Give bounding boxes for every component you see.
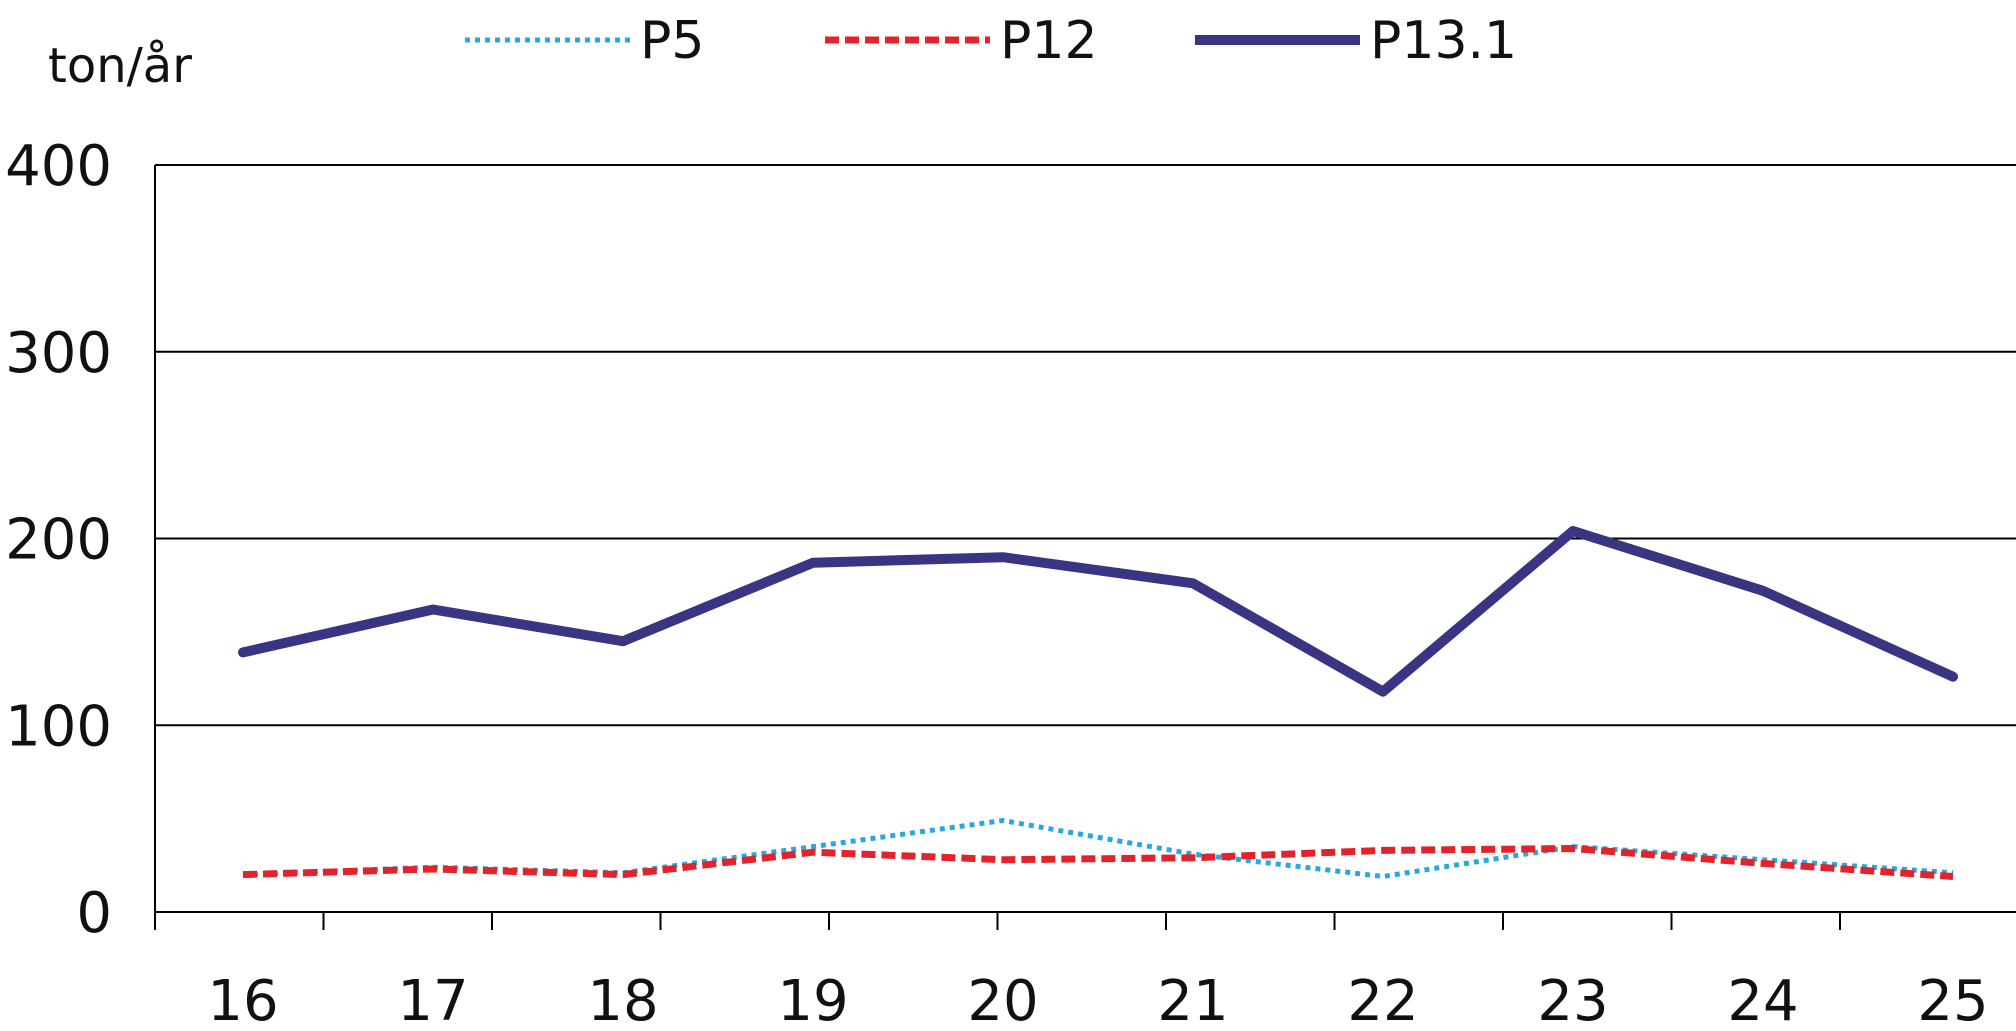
x-tick-labels: 16 17 18 19 20 21 22 23 24 25 — [207, 969, 1988, 1031]
x-tick-label: 17 — [397, 969, 468, 1031]
gridlines — [155, 164, 2016, 727]
x-tick-label: 19 — [777, 969, 848, 1031]
y-tick-label: 0 — [76, 881, 112, 946]
x-tick-label: 24 — [1727, 969, 1798, 1031]
x-tick-label: 23 — [1537, 969, 1608, 1031]
x-tick-label: 20 — [967, 969, 1038, 1031]
y-tick-label: 400 — [5, 134, 112, 199]
x-tick-label: 25 — [1917, 969, 1988, 1031]
legend: P5 P12 P13.1 — [465, 11, 1517, 71]
y-tick-label: 200 — [5, 508, 112, 573]
y-tick-label: 100 — [5, 694, 112, 759]
legend-label: P12 — [1000, 11, 1098, 71]
series-line-p12 — [242, 845, 1954, 880]
series-line-p5 — [242, 818, 1954, 879]
y-tick-labels: 0 100 200 300 400 — [5, 134, 112, 946]
x-tick-label: 21 — [1157, 969, 1228, 1031]
series-lines — [238, 526, 1958, 880]
series-line-p13-1 — [238, 526, 1958, 697]
axes — [154, 165, 2016, 930]
legend-label: P13.1 — [1370, 11, 1517, 71]
x-tick-label: 16 — [207, 969, 278, 1031]
x-tick-label: 18 — [587, 969, 658, 1031]
legend-label: P5 — [640, 11, 704, 71]
y-axis-unit-label: ton/år — [48, 38, 192, 94]
y-tick-label: 300 — [5, 321, 112, 386]
x-tick-label: 22 — [1347, 969, 1418, 1031]
